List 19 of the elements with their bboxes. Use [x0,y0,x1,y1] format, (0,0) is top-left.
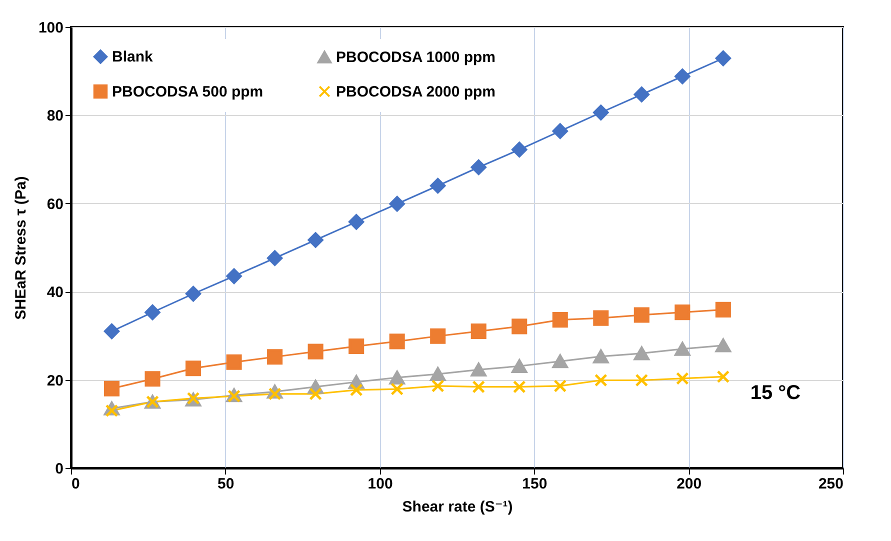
y-tick-label: 40 [46,284,64,302]
y-tick-label: 0 [55,460,64,478]
y-tick-label: 20 [46,372,64,390]
x-tick-label: 200 [676,476,702,492]
y-tick-label: 80 [46,108,64,125]
x-tick-label: 50 [218,476,234,492]
annotation: 15 °C [750,382,801,404]
y-tick-label: 100 [38,20,64,36]
x-axis-title: Shear rate (S⁻¹) [402,498,513,516]
legend-label: PBOCODSA 2000 ppm [336,84,496,100]
legend-label: PBOCODSA 500 ppm [112,84,264,100]
legend-label: PBOCODSA 1000 ppm [336,49,496,66]
x-tick-label: 150 [522,476,548,492]
x-tick-label: 250 [818,476,844,492]
legend-label: Blank [112,48,154,66]
x-tick-label: 0 [72,476,80,492]
y-tick-label: 60 [46,196,64,213]
x-tick-label: 100 [368,476,393,492]
y-axis-title: SHEaR Stress τ (Pa) [12,176,30,320]
